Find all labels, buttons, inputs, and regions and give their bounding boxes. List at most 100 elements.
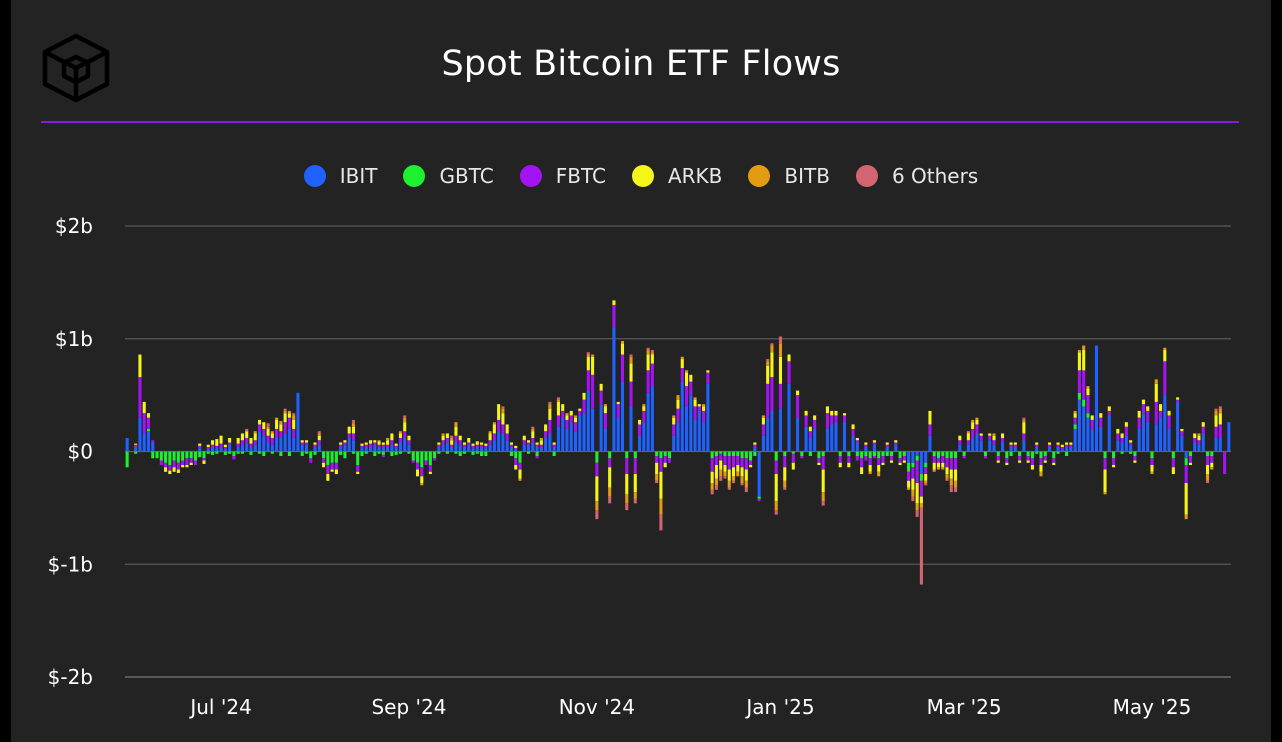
bar-segment [612,327,616,452]
bar-segment [1009,444,1013,447]
bar-segment [240,433,244,441]
bar-segment [983,451,987,457]
bar-segment [527,451,531,454]
bar-segment [1018,451,1022,457]
x-tick-label: May '25 [1113,695,1192,719]
bar-segment [714,485,718,490]
bar-segment [872,444,876,452]
bar-segment [800,451,804,457]
bar-segment [211,444,215,447]
legend-item-bitb[interactable]: BITB [748,164,830,188]
bar-segment [569,410,573,416]
bar-segment [317,431,321,434]
bar-segment [915,456,919,461]
bar-segment [642,422,646,452]
bar-segment [386,440,390,445]
bar-segment [702,404,706,407]
bar-segment [817,458,821,463]
bar-segment [189,462,193,466]
bar-segment [262,428,266,436]
bar-segment [591,354,595,357]
bar-segment [518,478,522,481]
legend-item-ibit[interactable]: IBIT [303,164,377,188]
bar-segment [1163,361,1167,396]
bar-segment [727,451,731,457]
chart-title: Spot Bitcoin ETF Flows [441,44,841,84]
bar-segment [766,361,770,366]
bar-segment [911,478,915,490]
legend-item-gbtc[interactable]: GBTC [403,164,494,188]
bar-segment [270,433,274,438]
bar-segment [992,444,996,452]
bar-segment [245,428,249,432]
bar-segment [287,410,291,414]
bar-segment [454,451,458,454]
bar-segment [287,417,291,429]
bar-segment [454,442,458,452]
bar-segment [185,465,189,468]
bar-segment [1214,415,1218,427]
bar-segment [296,392,300,452]
bar-segment [629,356,633,364]
bar-segment [330,462,334,470]
bar-segment [223,446,227,450]
bar-segment [872,451,876,457]
bar-segment [731,480,736,484]
bar-segment [766,417,770,452]
bar-segment [915,503,919,511]
bar-segment [1146,422,1150,452]
bar-segment [381,454,385,458]
bar-segment [1124,422,1128,427]
bar-segment [522,435,526,441]
bar-segment [142,413,146,434]
bar-segment [573,422,578,432]
bar-segment [778,336,783,344]
bar-segment [415,469,420,477]
legend-swatch-others [855,165,878,187]
bar-segment [582,392,586,400]
bar-segment [501,424,505,434]
bar-segment [710,458,714,472]
bar-segment [522,440,526,445]
bar-segment [561,404,565,411]
bar-segment [1018,460,1022,463]
bar-segment [979,433,983,436]
bar-segment [415,462,420,470]
bar-segment [292,437,296,452]
bar-segment [403,422,407,432]
y-tick-label: $-2b [48,665,93,689]
bar-segment [638,419,642,425]
bar-segment [702,422,706,452]
bar-segment [932,462,936,470]
bar-segment [744,469,748,481]
bar-segment [317,440,321,445]
bar-segment [723,456,727,466]
bar-segment [693,399,697,407]
bar-segment [693,419,697,452]
bar-segment [843,422,847,452]
bar-segment [1022,433,1026,441]
bar-segment [672,417,676,425]
bar-segment [894,444,898,452]
bar-segment [1167,410,1171,416]
bar-segment [172,451,176,461]
bar-segment [864,456,868,461]
legend-item-fbtc[interactable]: FBTC [519,164,606,188]
bar-segment [753,446,757,452]
bar-segment [843,415,847,423]
bar-segment [642,410,646,423]
bar-segment [253,440,257,445]
bar-segment [1150,451,1154,459]
legend-item-arkb[interactable]: ARKB [631,164,722,188]
legend-item-others[interactable]: 6 Others [855,164,978,188]
bar-segment [813,428,817,452]
bar-segment [433,458,437,461]
bar-segment [586,370,590,391]
bar-segment [185,451,189,459]
bar-segment [1052,462,1056,466]
bar-segment [766,383,770,418]
bar-segment [1146,410,1150,423]
bar-segment [1193,433,1197,438]
bar-segment [1013,444,1017,447]
bar-segment [1112,465,1116,468]
